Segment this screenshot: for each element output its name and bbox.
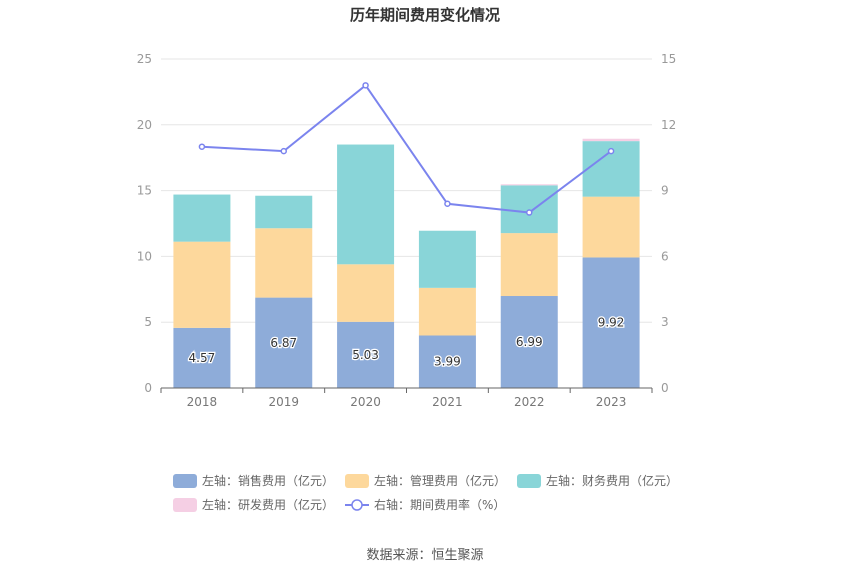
left-tick-label: 25 (137, 52, 152, 66)
legend-label: 左轴：研发费用（亿元） (202, 497, 334, 512)
rate-point (198, 143, 206, 150)
bar-value-label: 5.03 (352, 348, 379, 362)
legend-label: 左轴：管理费用（亿元） (374, 473, 506, 488)
right-tick-label: 15 (661, 52, 676, 66)
x-tick-label: 2022 (514, 395, 545, 409)
legend-label: 左轴：财务费用（亿元） (546, 473, 678, 488)
bar-value-label: 9.92 (598, 316, 625, 330)
bar-segment (418, 230, 476, 288)
x-tick-label: 2020 (350, 395, 381, 409)
source-note: 数据来源：恒生聚源 (366, 548, 483, 563)
bar-segment (173, 241, 231, 328)
right-tick-label: 0 (661, 381, 669, 395)
bar-segment (582, 196, 640, 258)
x-tick-label: 2023 (596, 395, 627, 409)
left-axis: 0 5 10 15 20 25 (137, 52, 152, 395)
bar-segment (173, 327, 231, 388)
legend-swatch (173, 474, 197, 488)
left-tick-label: 20 (137, 118, 152, 132)
bar-segment (418, 287, 476, 336)
bar-value-label: 6.99 (516, 335, 543, 349)
bar-segment (255, 297, 313, 388)
rate-point (444, 200, 451, 208)
legend-marker (351, 499, 363, 511)
legend-swatch (173, 498, 197, 512)
left-tick-label: 10 (137, 249, 152, 263)
right-tick-label: 12 (661, 118, 676, 132)
bar-segment (500, 233, 558, 297)
right-axis: 0 3 6 9 12 15 (661, 52, 676, 395)
rate-point (280, 147, 287, 155)
left-tick-label: 5 (144, 315, 152, 329)
chart-title: 历年期间费用变化情况 (350, 6, 500, 24)
bar-segment (255, 195, 313, 229)
bar-segment (337, 321, 395, 388)
legend-swatch (517, 474, 541, 488)
bar-segment (337, 264, 395, 322)
rate-line (198, 82, 615, 216)
bar-value-label: 6.87 (270, 336, 297, 350)
bar-segment (255, 228, 313, 298)
left-tick-label: 15 (137, 184, 152, 198)
x-tick-label: 2019 (268, 395, 299, 409)
bar-segment (500, 296, 558, 388)
bar-segment (500, 185, 558, 234)
bar-segment (582, 138, 640, 142)
bars (173, 138, 640, 388)
right-tick-label: 6 (661, 249, 669, 263)
rate-point (526, 209, 533, 216)
rate-point (362, 82, 369, 89)
rate-polyline (201, 83, 612, 214)
bar-segment (418, 335, 476, 388)
legend-swatch (345, 474, 369, 488)
legend: 左轴：销售费用（亿元） 左轴：管理费用（亿元） 左轴：财务费用（亿元） 左轴：研发费用… (173, 473, 678, 512)
x-axis: 2018 2019 2020 2021 2022 2023 (160, 387, 653, 409)
x-tick-label: 2021 (432, 395, 463, 409)
bar-segment (173, 194, 231, 242)
legend-label: 右轴：期间费用率（%） (374, 497, 505, 512)
bar-segment (582, 257, 640, 388)
bar-segment (337, 144, 395, 265)
right-tick-label: 3 (661, 315, 669, 329)
bar-labels: 4.57 6.87 5.03 3.99 6.99 9.92 (187, 314, 625, 370)
legend-label: 左轴：销售费用（亿元） (202, 473, 334, 488)
bar-value-label: 4.57 (189, 351, 216, 365)
left-tick-label: 0 (144, 381, 152, 395)
rate-point (607, 147, 615, 155)
bar-value-label: 3.99 (434, 355, 461, 369)
x-tick-label: 2018 (187, 395, 218, 409)
right-tick-label: 9 (661, 184, 669, 198)
grid-lines (161, 58, 652, 323)
bar-segment (500, 184, 558, 186)
